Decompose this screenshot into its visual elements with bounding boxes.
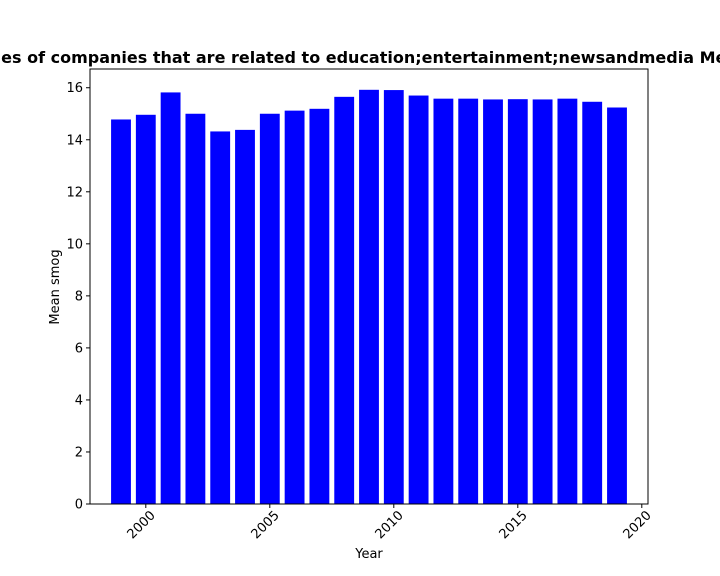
plot-frame <box>89 68 649 505</box>
bar-2005 <box>259 113 280 504</box>
y-tick-label: 14 <box>66 133 83 148</box>
y-tick-label: 12 <box>66 185 83 200</box>
x-axis-label: Year <box>354 547 383 562</box>
bar-2001 <box>160 92 181 505</box>
bar-2017 <box>557 98 578 504</box>
bar-2007 <box>309 108 330 504</box>
x-axis-ticks: 2000 2005 2010 2015 2020 <box>125 504 655 542</box>
y-tick-label: 16 <box>66 81 83 96</box>
x-tick-label: 2015 <box>497 508 531 542</box>
bar-2015 <box>507 99 528 505</box>
bar-2016 <box>532 99 553 504</box>
bar-series <box>111 89 627 505</box>
bar-2012 <box>433 98 454 504</box>
y-axis-label: Mean smog <box>48 249 63 324</box>
y-axis-ticks: 0 2 4 6 8 10 12 14 16 <box>66 81 90 513</box>
y-tick-label: 10 <box>66 237 83 252</box>
bar-2006 <box>284 110 305 504</box>
y-tick-label: 0 <box>75 498 83 513</box>
bar-2008 <box>334 96 355 504</box>
y-tick-label: 4 <box>75 393 83 408</box>
chart-title: Mean smog of privacy policies of compani… <box>0 48 720 67</box>
bar-2004 <box>235 129 255 504</box>
bar-2003 <box>210 131 231 504</box>
bar-2002 <box>185 113 206 504</box>
bar-2014 <box>483 99 503 504</box>
y-tick-label: 2 <box>75 445 83 460</box>
bar-1999 <box>111 119 131 504</box>
x-tick-label: 2005 <box>249 508 283 542</box>
bar-2011 <box>408 95 429 504</box>
y-tick-label: 8 <box>75 289 83 304</box>
y-tick-label: 6 <box>75 341 83 356</box>
x-tick-label: 2010 <box>373 508 407 542</box>
bar-2000 <box>135 114 156 504</box>
bar-2019 <box>607 107 627 504</box>
bar-2018 <box>582 101 603 504</box>
bar-2009 <box>359 89 379 504</box>
bar-2010 <box>383 90 404 504</box>
bar-2013 <box>458 98 479 504</box>
x-tick-label: 2020 <box>621 508 655 542</box>
x-tick-label: 2000 <box>125 508 159 542</box>
